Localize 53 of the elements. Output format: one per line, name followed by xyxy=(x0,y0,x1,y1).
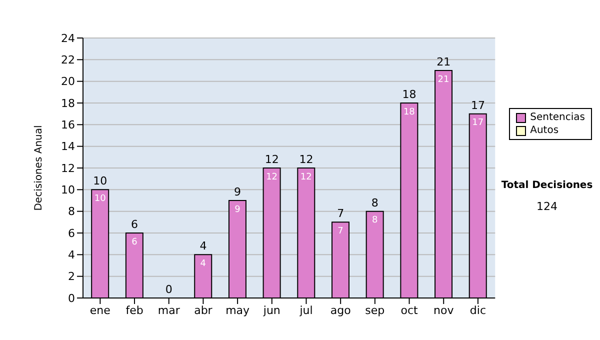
total-label: 4 xyxy=(200,240,207,253)
data-label: 21 xyxy=(438,74,450,85)
data-label: 7 xyxy=(338,226,344,237)
y-tick-label: 2 xyxy=(68,270,75,284)
x-tick-label: nov xyxy=(434,304,454,317)
data-label: 10 xyxy=(94,194,106,204)
data-label: 8 xyxy=(372,216,378,226)
y-tick-label: 20 xyxy=(61,75,75,88)
text: 124 xyxy=(536,200,558,213)
x-tick-label: abr xyxy=(194,304,213,317)
total-label: 18 xyxy=(402,88,416,101)
total-label: 10 xyxy=(93,174,108,188)
x-tick-label: oct xyxy=(400,304,418,317)
data-label: 6 xyxy=(132,237,138,248)
y-tick-label: 22 xyxy=(61,54,75,67)
y-tick-label: 6 xyxy=(68,226,75,240)
legend-label: Sentencias xyxy=(530,111,585,124)
x-tick-label: feb xyxy=(126,304,144,317)
y-tick-label: 18 xyxy=(61,96,75,110)
y-tick-label: 10 xyxy=(61,184,75,197)
data-label: 18 xyxy=(403,107,416,118)
x-tick-label: ago xyxy=(330,304,352,317)
total-label: 17 xyxy=(470,98,485,112)
data-label: 17 xyxy=(472,118,484,128)
y-tick-label: 0 xyxy=(68,292,75,305)
x-tick-label: dic xyxy=(470,304,486,317)
x-tick-label: jun xyxy=(262,304,280,317)
y-tick-label: 24 xyxy=(61,32,75,45)
y-tick-label: 16 xyxy=(61,118,75,132)
y-tick-label: 14 xyxy=(61,140,75,154)
total-label: 0 xyxy=(165,283,172,296)
data-label: 4 xyxy=(200,259,206,270)
x-tick-label: may xyxy=(226,304,250,317)
x-tick-label: mar xyxy=(158,304,180,317)
total-label: 21 xyxy=(436,56,451,68)
y-axis-title: Decisiones Anual xyxy=(34,125,45,211)
legend-label: Autos xyxy=(530,124,559,137)
total-label: 6 xyxy=(131,218,138,231)
total-label: 12 xyxy=(264,153,279,166)
data-label: 12 xyxy=(266,172,278,182)
total-label: 9 xyxy=(234,186,242,198)
total-label: 8 xyxy=(371,196,378,210)
y-tick-label: 12 xyxy=(61,162,75,175)
total-label: 7 xyxy=(337,207,344,220)
data-label: 9 xyxy=(234,204,241,215)
y-tick-label: 4 xyxy=(68,248,75,262)
data-label: 12 xyxy=(300,172,312,182)
text: Total Decisiones xyxy=(500,180,594,191)
y-tick-label: 8 xyxy=(68,205,75,218)
x-tick-label: sep xyxy=(365,304,385,317)
x-tick-label: ene xyxy=(90,304,111,317)
x-tick-label: jul xyxy=(298,304,313,317)
total-label: 12 xyxy=(299,153,314,166)
